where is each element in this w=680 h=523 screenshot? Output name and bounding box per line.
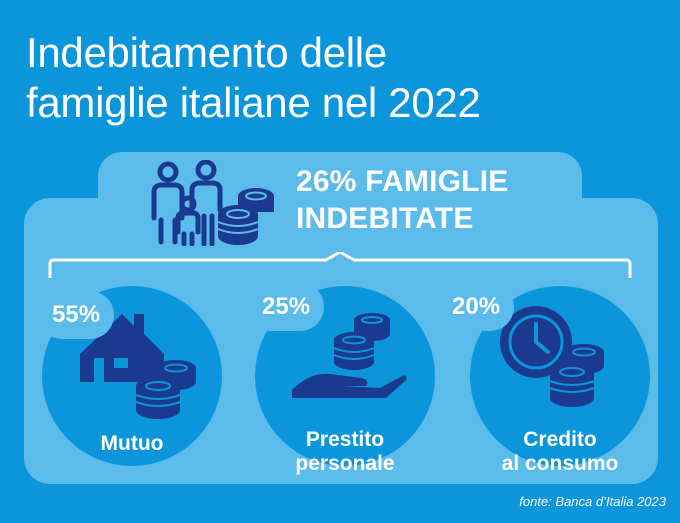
page-title: Indebitamento delle famiglie italiane ne… xyxy=(26,28,666,128)
label-consumer-credit-line-2: al consumo xyxy=(501,452,619,475)
headline-line-2: INDEBITATE xyxy=(296,202,474,235)
source-note: fonte: Banca d’Italia 2023 xyxy=(519,494,666,509)
headline-line-1: 26% FAMIGLIE xyxy=(296,165,509,198)
percent-badge-consumer-credit: 20% xyxy=(438,283,515,331)
label-consumer-credit-line-1: Credito xyxy=(523,428,597,451)
family-coins-icon xyxy=(151,160,274,246)
house-coins-icon xyxy=(80,314,196,419)
bracket-divider xyxy=(48,252,632,278)
label-personal-loan-line-1: Prestito xyxy=(305,428,385,451)
label-consumer-credit: Credito al consumo xyxy=(470,428,650,476)
title-line-2: famiglie italiane nel 2022 xyxy=(26,79,481,126)
percent-badge-personal-loan: 25% xyxy=(248,283,325,331)
label-personal-loan-line-2: personale xyxy=(295,452,395,475)
percent-badge-mortgage: 55% xyxy=(38,291,115,339)
hand-coins-icon xyxy=(292,313,407,398)
label-mortgage-line-1: Mutuo xyxy=(100,432,164,455)
clock-coins-icon xyxy=(500,306,604,407)
label-mortgage: Mutuo xyxy=(42,432,222,456)
title-line-1: Indebitamento delle xyxy=(26,29,387,76)
headline: 26% FAMIGLIE INDEBITATE xyxy=(296,163,596,237)
label-personal-loan: Prestito personale xyxy=(255,428,435,476)
